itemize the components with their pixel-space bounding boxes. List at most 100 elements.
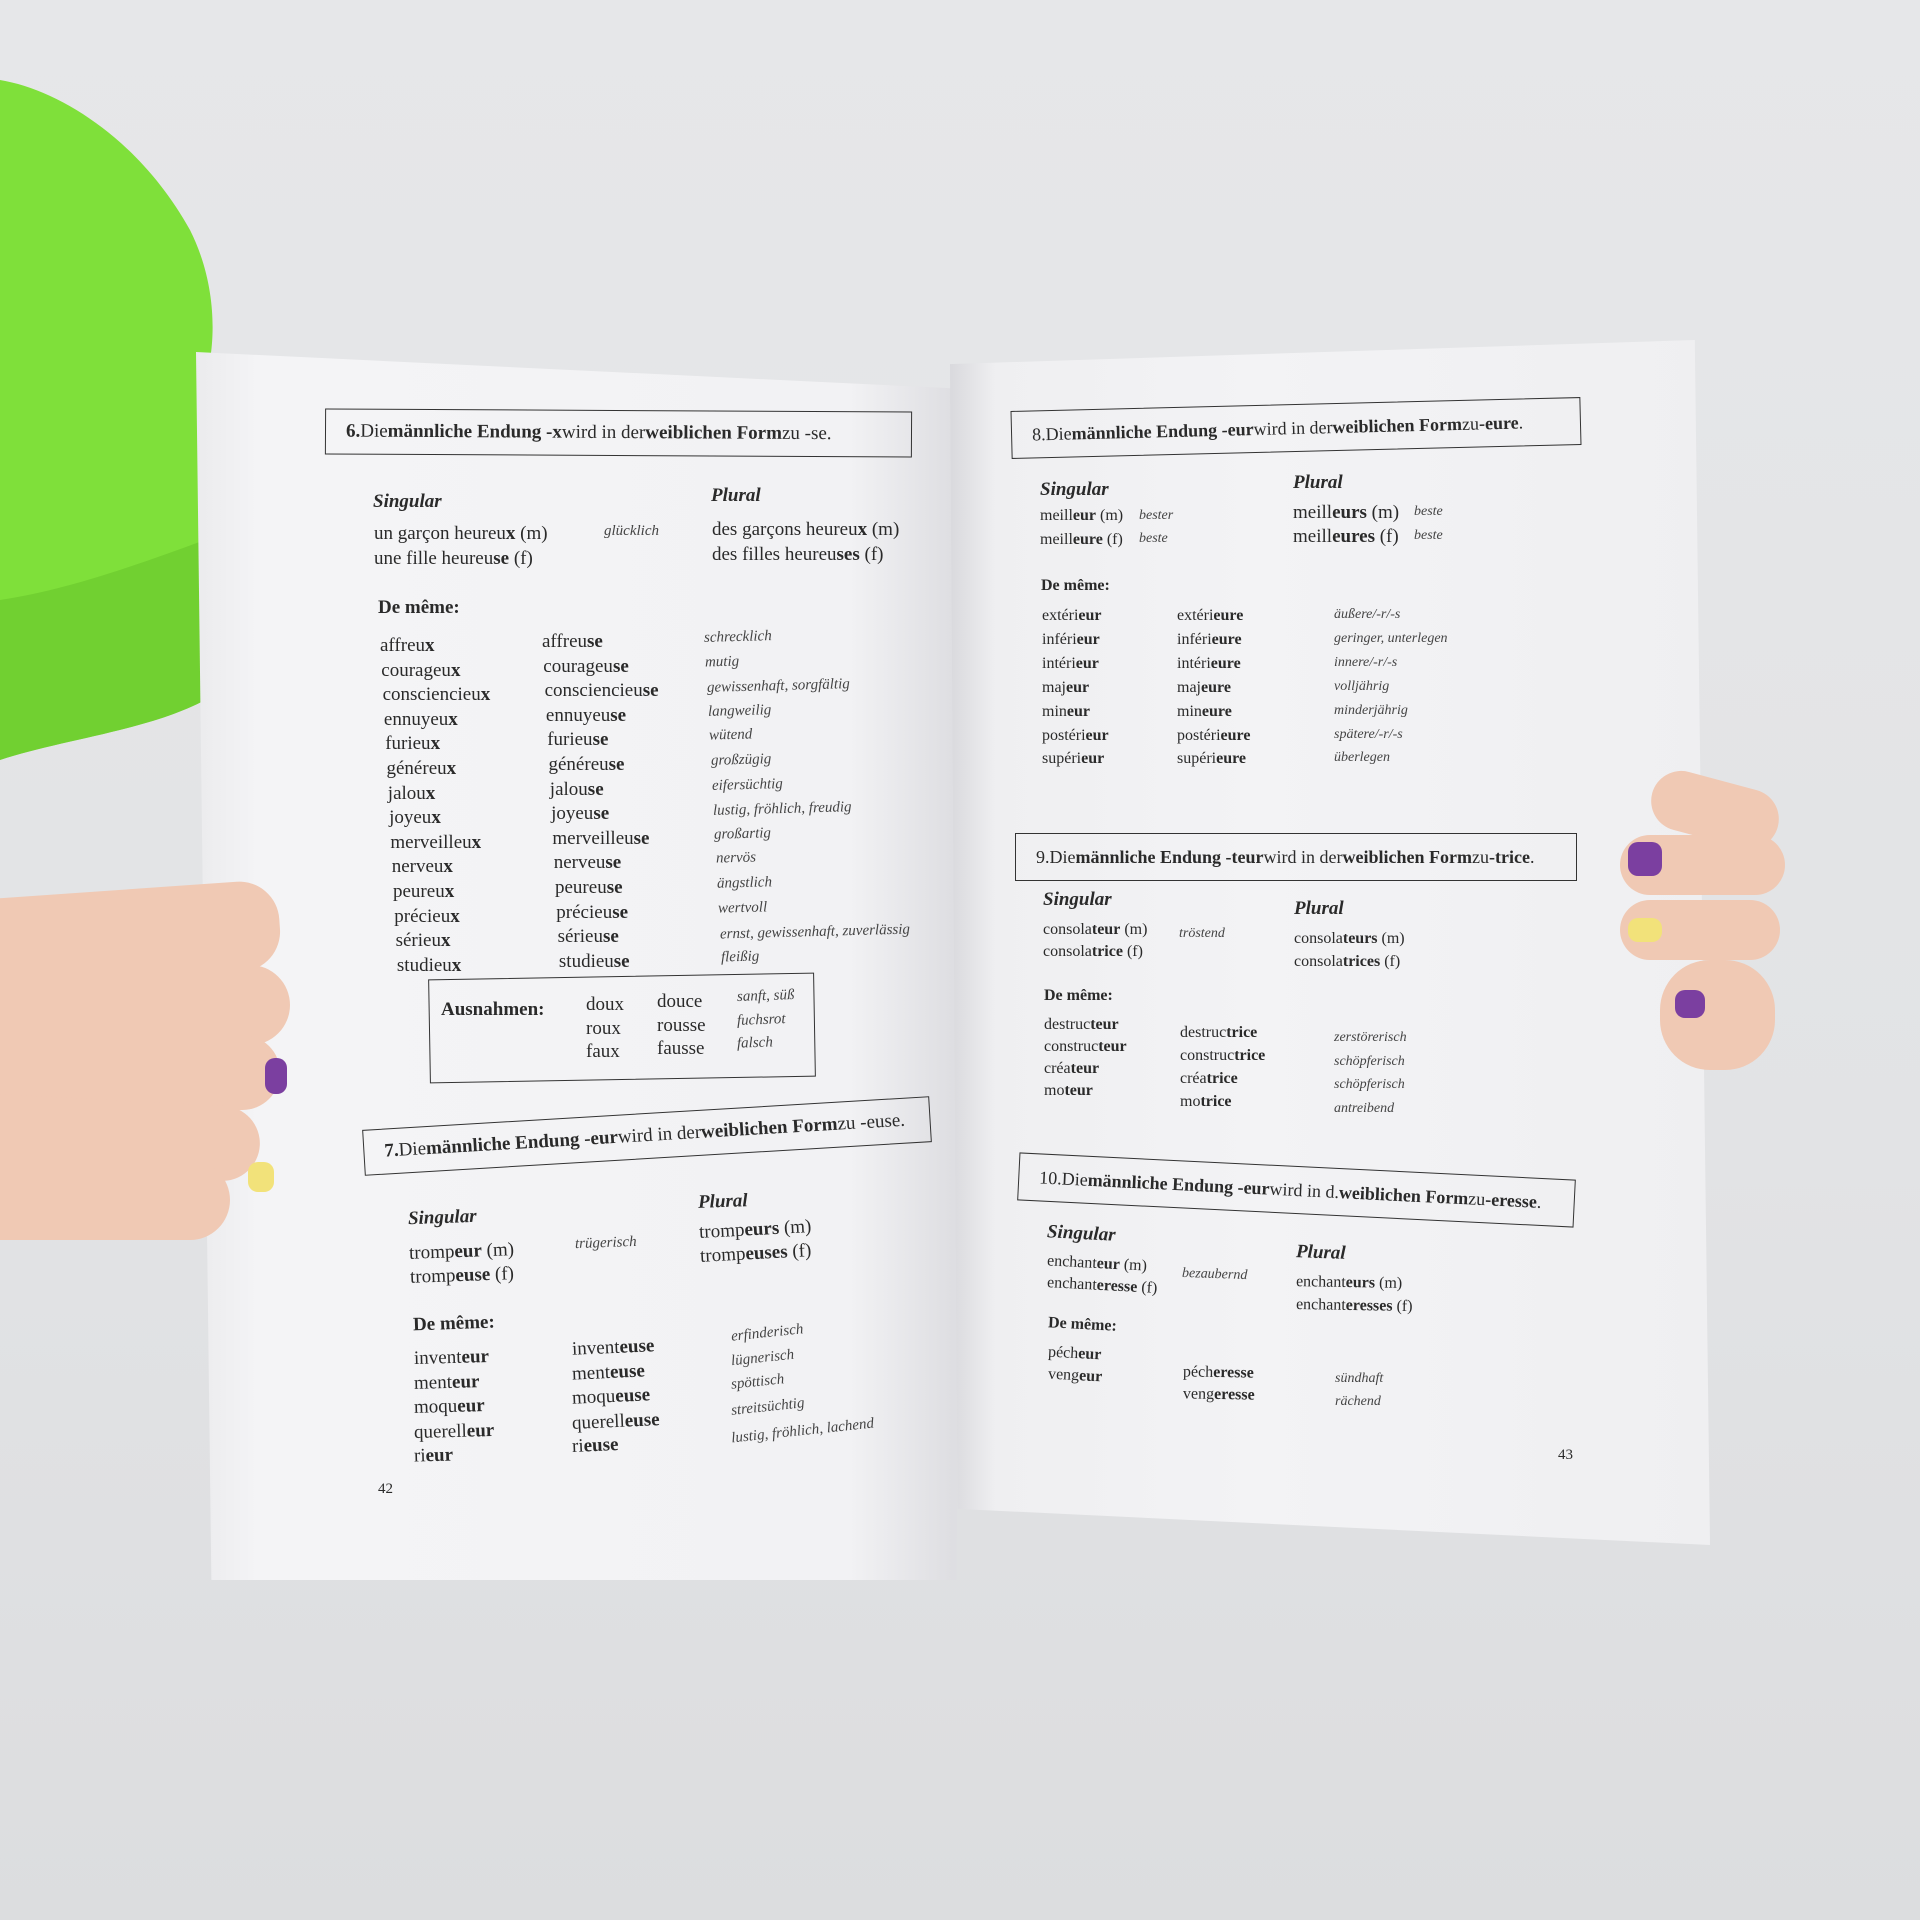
masculine-word: peureux xyxy=(393,882,454,901)
masculine-word: moqueur xyxy=(414,1395,485,1418)
word-stem: enchant xyxy=(1295,1295,1346,1314)
word-stem: (f) xyxy=(1122,943,1143,960)
masculine-word: courageux xyxy=(381,661,460,680)
word-stem: supéri xyxy=(1177,750,1217,768)
word-stem: (f) xyxy=(1392,1297,1413,1316)
german-gloss: tröstend xyxy=(1179,926,1225,941)
feminine-word: nerveuse xyxy=(554,853,622,872)
word-stem: min xyxy=(1042,702,1067,720)
plural-example: enchanteurs (m) xyxy=(1296,1273,1402,1292)
word-stem: intéri xyxy=(1177,654,1211,672)
german-gloss: erfinderisch xyxy=(730,1321,805,1345)
masculine-word: constructeur xyxy=(1044,1039,1127,1055)
word-stem: merveilleu xyxy=(390,831,472,853)
word-stem: (m) xyxy=(867,519,900,540)
bold-ending: se xyxy=(493,548,510,569)
word-stem: querell xyxy=(571,1410,626,1434)
bold-ending: se xyxy=(593,803,610,825)
german-gloss: bester xyxy=(1139,508,1174,523)
word-stem: (f) xyxy=(1102,531,1123,548)
word-stem: précieu xyxy=(556,901,613,923)
bold-ending: x xyxy=(443,856,453,878)
header-text-part: wird in der xyxy=(617,1121,702,1148)
header-text-part: . xyxy=(1529,846,1535,867)
word-stem: affreu xyxy=(380,635,426,656)
word-stem: consciencieu xyxy=(544,680,643,702)
word-stem: (f) xyxy=(489,1263,515,1286)
word-stem: construc xyxy=(1044,1038,1099,1055)
word-stem: mo xyxy=(1044,1082,1065,1099)
german-gloss: eifersüchtig xyxy=(711,775,783,794)
feminine-word: douce xyxy=(657,991,703,1012)
feminine-word: postérieure xyxy=(1177,726,1251,744)
masculine-word: jaloux xyxy=(388,784,436,803)
bold-ending: eures xyxy=(1332,526,1375,547)
masculine-word: pécheur xyxy=(1048,1344,1102,1364)
bold-ending: teur xyxy=(1091,921,1121,938)
masculine-word: intérieur xyxy=(1042,654,1099,672)
word-stem: (m) xyxy=(1096,507,1124,524)
bold-ending: se xyxy=(612,655,629,677)
word-stem: jalou xyxy=(549,778,588,800)
feminine-word: majeure xyxy=(1177,679,1231,696)
german-gloss: nervös xyxy=(715,849,756,867)
word-stem: ennuyeu xyxy=(545,704,611,726)
word-stem: joyeu xyxy=(389,807,432,829)
german-gloss: mutig xyxy=(705,653,740,671)
word-stem: tromp xyxy=(699,1243,746,1267)
german-gloss: fuchsrot xyxy=(736,1010,786,1029)
feminine-word: destructrice xyxy=(1180,1025,1257,1041)
word-stem: peureu xyxy=(555,877,607,898)
word-stem: ennuyeu xyxy=(383,708,449,730)
word-stem: intéri xyxy=(1042,654,1076,672)
bold-ending: euse xyxy=(583,1433,619,1457)
bold-ending: x xyxy=(425,782,436,804)
word-stem: enchant xyxy=(1046,1274,1098,1294)
word-stem: ment xyxy=(413,1371,453,1394)
word-stem: min xyxy=(1177,702,1202,720)
german-gloss: antreibend xyxy=(1334,1100,1395,1116)
header-text-part: . xyxy=(1536,1191,1542,1212)
feminine-word: furieuse xyxy=(547,730,608,749)
word-stem: nerveu xyxy=(553,852,606,874)
bold-ending: eur xyxy=(425,1444,454,1467)
bold-ending: x xyxy=(444,881,455,902)
word-stem: généreu xyxy=(386,758,447,779)
word-stem: des filles heureu xyxy=(712,544,837,565)
feminine-word: mineure xyxy=(1177,702,1232,720)
german-gloss: minderjährig xyxy=(1334,702,1408,718)
feminine-word: pécheresse xyxy=(1183,1363,1254,1381)
bold-ending: x xyxy=(440,930,451,952)
masculine-word: roux xyxy=(586,1017,621,1039)
bold-ending: eure xyxy=(1210,654,1241,672)
plural-example: trompeurs (m) xyxy=(699,1216,812,1243)
word-stem: (m) xyxy=(1119,1256,1148,1275)
header-text-part: wird in der xyxy=(1253,416,1333,439)
german-gloss: fleißig xyxy=(720,948,760,966)
word-stem: enchant xyxy=(1046,1252,1098,1272)
word-stem: destruc xyxy=(1044,1016,1091,1033)
masculine-word: mineur xyxy=(1042,702,1090,720)
masculine-word: affreux xyxy=(380,636,435,655)
bold-ending: eur xyxy=(466,1419,495,1442)
bold-ending: eur xyxy=(1078,1367,1103,1386)
plural-label: Plural xyxy=(697,1190,748,1213)
bold-ending: x xyxy=(446,758,457,779)
feminine-word: moqueuse xyxy=(572,1384,651,1408)
masculine-word: supérieur xyxy=(1042,751,1104,767)
german-gloss: sanft, süß xyxy=(736,987,795,1005)
german-gloss: schöpferisch xyxy=(1334,1077,1405,1092)
german-gloss: glücklich xyxy=(604,523,659,539)
bold-ending: trice xyxy=(1226,1024,1258,1041)
german-gloss: geringer, unterlegen xyxy=(1334,630,1448,646)
bold-ending: eure xyxy=(1216,750,1247,768)
bold-ending: eure xyxy=(1220,726,1251,744)
bold-ending: euses xyxy=(744,1241,789,1265)
header-text-part: weiblichen Form xyxy=(700,1113,839,1143)
feminine-word: vengeresse xyxy=(1183,1385,1255,1403)
bold-ending: x xyxy=(425,635,435,656)
header-text-part: weiblichen Form xyxy=(1332,413,1463,437)
feminine-word: intérieure xyxy=(1177,654,1241,672)
word-stem: maj xyxy=(1042,678,1066,696)
feminine-word: merveilleuse xyxy=(552,829,649,848)
